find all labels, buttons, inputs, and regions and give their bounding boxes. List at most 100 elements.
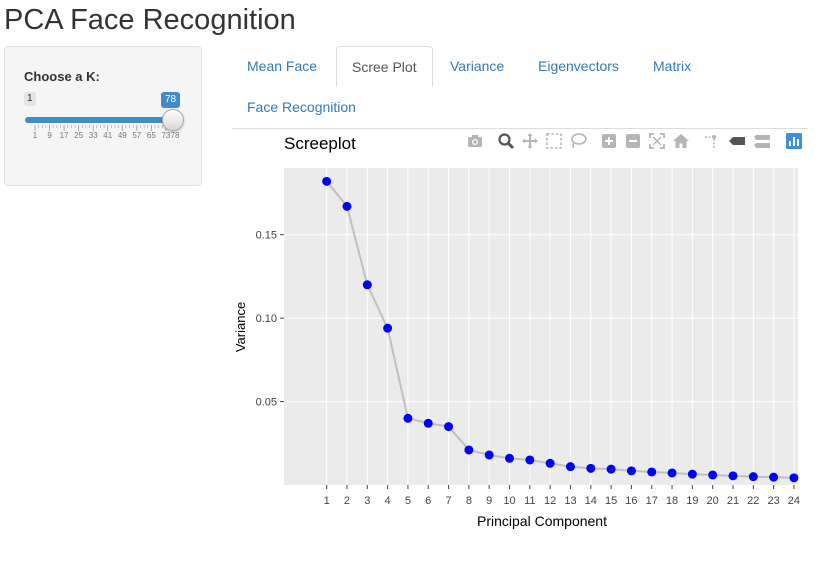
x-tick-label: 22 <box>747 495 759 507</box>
tab-variance[interactable]: Variance <box>450 58 505 74</box>
plot-modebar <box>232 131 807 153</box>
x-tick-label: 1 <box>324 495 330 507</box>
data-point[interactable] <box>565 462 575 472</box>
plotly-logo-icon[interactable] <box>784 131 804 151</box>
slider-tick-label: 73 <box>161 131 170 140</box>
slider-fill <box>25 117 173 123</box>
x-tick-label: 2 <box>344 495 350 507</box>
x-tick-label: 9 <box>486 495 492 507</box>
camera-icon[interactable] <box>465 131 485 151</box>
tab-mean-face[interactable]: Mean Face <box>247 58 318 74</box>
zoom-out-icon[interactable] <box>623 131 643 151</box>
slider-tick-label: 33 <box>89 131 98 140</box>
data-point[interactable] <box>545 458 555 468</box>
lasso-select-icon[interactable] <box>568 131 588 151</box>
hover-compare-icon[interactable] <box>752 131 772 151</box>
data-point[interactable] <box>403 413 413 423</box>
autoscale-icon[interactable] <box>647 131 667 151</box>
slider-value-badge: 78 <box>161 92 181 108</box>
tab-bar: Mean Face Scree Plot Variance Eigenvecto… <box>232 46 808 129</box>
plot-background <box>284 168 798 485</box>
data-point[interactable] <box>687 469 697 479</box>
slider-tick-label: 41 <box>103 131 112 140</box>
data-point[interactable] <box>342 201 352 211</box>
x-tick-label: 14 <box>585 495 597 507</box>
x-tick-label: 5 <box>405 495 411 507</box>
slider-tick-label: 57 <box>132 131 141 140</box>
x-tick-label: 4 <box>385 495 391 507</box>
data-point[interactable] <box>586 463 596 473</box>
y-axis-label: Variance <box>233 302 248 352</box>
chart-title: Screeplot <box>284 134 356 153</box>
x-tick-label: 7 <box>445 495 451 507</box>
x-tick-label: 17 <box>646 495 658 507</box>
slider-tick-label: 1 <box>33 131 38 140</box>
slider-tick-label: 78 <box>171 131 180 140</box>
data-point[interactable] <box>505 453 515 463</box>
tab-face-recognition[interactable]: Face Recognition <box>247 99 356 115</box>
x-tick-label: 20 <box>707 495 719 507</box>
tab-content-divider <box>232 128 808 129</box>
x-axis-label: Principal Component <box>477 513 607 529</box>
box-select-icon[interactable] <box>544 131 564 151</box>
k-slider[interactable]: 1 78 1 9 17 25 33 41 49 57 65 73 78 <box>24 91 184 147</box>
slider-tick-label: 9 <box>47 131 52 140</box>
x-tick-label: 24 <box>788 495 800 507</box>
data-point[interactable] <box>626 466 636 476</box>
x-tick-label: 11 <box>524 495 535 507</box>
slider-tick-label: 49 <box>118 131 127 140</box>
slider-tick-label: 65 <box>147 131 156 140</box>
reset-axes-icon[interactable] <box>671 131 691 151</box>
data-point[interactable] <box>789 473 799 483</box>
x-tick-label: 6 <box>425 495 431 507</box>
slider-tick-label: 25 <box>74 131 83 140</box>
data-point[interactable] <box>667 468 677 478</box>
x-tick-label: 13 <box>564 495 576 507</box>
x-tick-label: 21 <box>727 495 739 507</box>
x-tick-label: 23 <box>767 495 779 507</box>
slider-handle[interactable] <box>162 109 184 131</box>
data-point[interactable] <box>525 455 535 465</box>
data-point[interactable] <box>708 470 718 480</box>
scree-plot[interactable]: Screeplot 1 2 3 4 5 6 7 8 9 10 11 12 13 14 15 16 17 18 19 2… <box>232 130 812 530</box>
data-point[interactable] <box>444 422 454 432</box>
data-point[interactable] <box>322 176 332 186</box>
data-point[interactable] <box>383 323 393 333</box>
x-tick-label: 18 <box>666 495 678 507</box>
x-tick-label: 10 <box>503 495 515 507</box>
zoom-in-icon[interactable] <box>599 131 619 151</box>
pan-icon[interactable] <box>520 131 540 151</box>
tab-eigenvectors[interactable]: Eigenvectors <box>538 58 619 74</box>
x-tick-label: 16 <box>625 495 637 507</box>
data-point[interactable] <box>362 280 372 290</box>
slider-grid: 1 9 17 25 33 41 49 57 65 73 78 <box>33 125 180 140</box>
app-title: PCA Face Recognition <box>4 4 296 36</box>
variance-points <box>322 176 799 483</box>
slider-tick-label: 17 <box>60 131 69 140</box>
hover-closest-icon[interactable] <box>727 131 747 151</box>
x-tick-label: 15 <box>605 495 617 507</box>
data-point[interactable] <box>647 467 657 477</box>
x-tick-label: 8 <box>466 495 472 507</box>
tab-scree-plot[interactable]: Scree Plot <box>336 46 433 87</box>
y-tick-label: 0.15 <box>256 230 277 242</box>
data-point[interactable] <box>748 472 758 482</box>
slider-min-badge: 1 <box>24 92 36 106</box>
data-point[interactable] <box>464 445 474 455</box>
data-point[interactable] <box>769 472 779 482</box>
y-tick-label: 0.10 <box>256 313 277 325</box>
sidebar-panel: Choose a K: 1 78 1 9 17 25 33 41 49 57 65 73 78 <box>4 46 202 186</box>
data-point[interactable] <box>728 471 738 481</box>
data-point[interactable] <box>423 418 433 428</box>
spike-lines-icon[interactable] <box>702 131 722 151</box>
x-tick-label: 19 <box>686 495 698 507</box>
slider-track[interactable] <box>25 117 173 123</box>
zoom-icon[interactable] <box>496 131 516 151</box>
grid-lines <box>284 168 798 485</box>
axis-ticks: 1 2 3 4 5 6 7 8 9 10 11 12 13 14 15 16 17 18 19 20 21 22 23 240… <box>256 230 800 507</box>
data-point[interactable] <box>484 450 494 460</box>
x-tick-label: 3 <box>364 495 370 507</box>
k-label: Choose a K: <box>24 69 100 84</box>
tab-matrix[interactable]: Matrix <box>653 58 692 74</box>
data-point[interactable] <box>606 464 616 474</box>
